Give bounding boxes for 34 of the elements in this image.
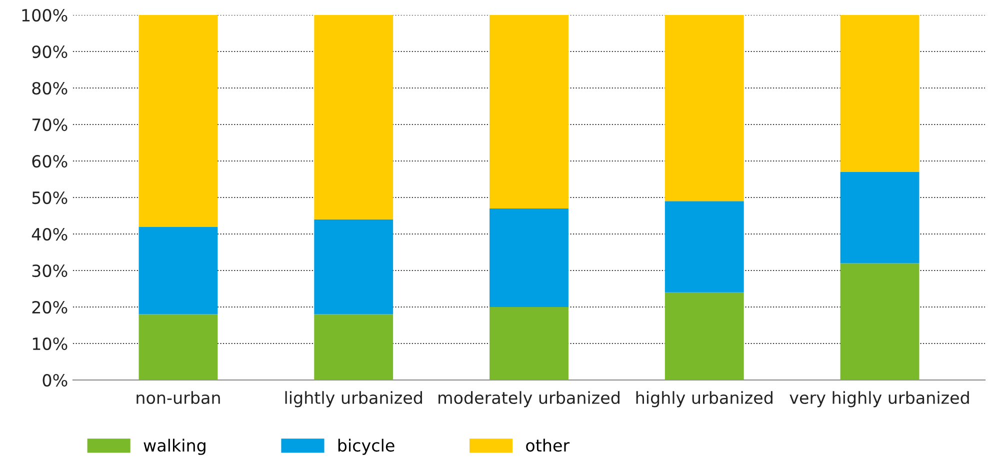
x-tick-label: moderately urbanized — [438, 391, 620, 408]
y-tick-label: 20% — [32, 300, 68, 314]
bar — [490, 307, 568, 380]
bar — [138, 226, 218, 314]
bar — [664, 292, 744, 380]
y-tick-label: 80% — [32, 82, 68, 95]
y-tick-label: 10% — [32, 337, 68, 350]
bar — [314, 219, 394, 314]
y-tick-label: 30% — [32, 264, 68, 278]
bar — [138, 15, 218, 227]
legend-label: other — [526, 438, 570, 452]
y-tick-label: 100% — [22, 8, 68, 22]
y-tick-label: 50% — [32, 191, 68, 204]
x-tick-label: non-urban — [136, 391, 220, 404]
y-tick-label: 40% — [32, 228, 68, 241]
bar — [314, 15, 394, 220]
bar — [490, 208, 568, 307]
y-tick-label: 70% — [32, 118, 68, 132]
bar — [840, 263, 920, 380]
bar — [664, 201, 744, 292]
y-tick-label: 60% — [32, 154, 68, 168]
x-tick-label: lightly urbanized — [285, 391, 422, 408]
y-tick-label: 0% — [42, 374, 68, 387]
x-tick-label: highly urbanized — [636, 391, 772, 408]
bar — [840, 172, 920, 264]
bar — [314, 314, 394, 380]
bar — [138, 314, 218, 380]
legend-label: bicycle — [338, 438, 394, 455]
bar — [664, 15, 744, 202]
legend-label: walking — [144, 438, 206, 455]
x-tick-label: very highly urbanized — [790, 391, 969, 408]
bar — [490, 15, 568, 208]
y-tick-label: 90% — [32, 45, 68, 58]
bar — [840, 15, 920, 172]
